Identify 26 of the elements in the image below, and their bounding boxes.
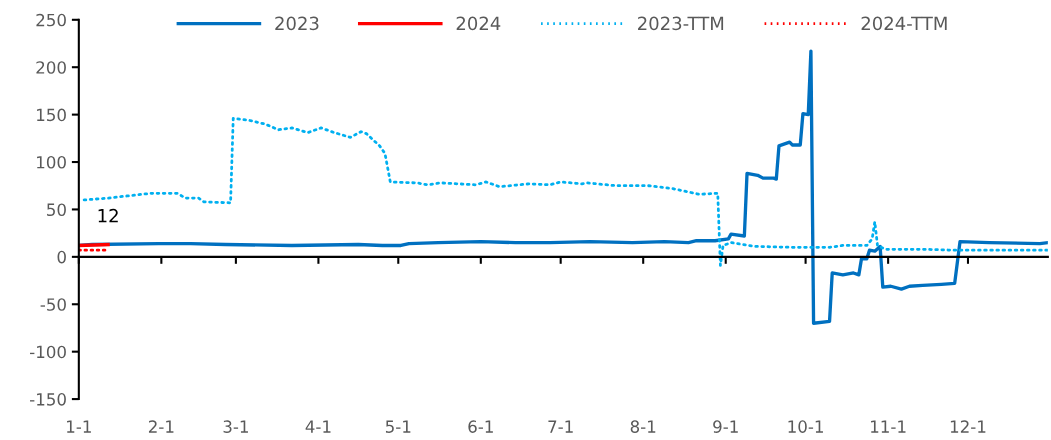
legend-label: 2023-TTM [638, 16, 724, 31]
y-tick-label: 100 [37, 155, 66, 169]
x-tick-label: 12-1 [950, 420, 986, 433]
x-tick-label: 8-1 [630, 420, 656, 433]
x-tick-label: 3-1 [223, 420, 248, 433]
x-tick-label: 5-1 [385, 420, 411, 433]
x-tick-label: 7-1 [548, 420, 573, 433]
x-tick-label: 4-1 [305, 420, 331, 433]
annotation: 12 [98, 208, 118, 223]
legend-label: 2024 [456, 16, 501, 31]
y-tick-label: 250 [36, 13, 66, 27]
y-tick-label: 200 [36, 61, 66, 74]
y-tick-label: 0 [57, 250, 66, 264]
legend-label: 2024-TTM [861, 16, 947, 31]
y-tick-label: -50 [40, 298, 66, 311]
y-tick-label: 50 [47, 203, 66, 217]
y-tick-label: -150 [30, 393, 66, 406]
x-tick-label: 10-1 [788, 420, 823, 433]
x-tick-label: 11-1 [871, 420, 906, 433]
x-tick-label: 9-1 [713, 420, 738, 433]
x-tick-label: 1-1 [67, 420, 91, 433]
y-tick-label: 150 [37, 108, 66, 122]
x-tick-label: 2-1 [148, 420, 174, 433]
legend-label: 2023 [275, 16, 319, 31]
y-tick-label: -100 [30, 345, 66, 359]
x-tick-label: 6-1 [468, 420, 493, 433]
